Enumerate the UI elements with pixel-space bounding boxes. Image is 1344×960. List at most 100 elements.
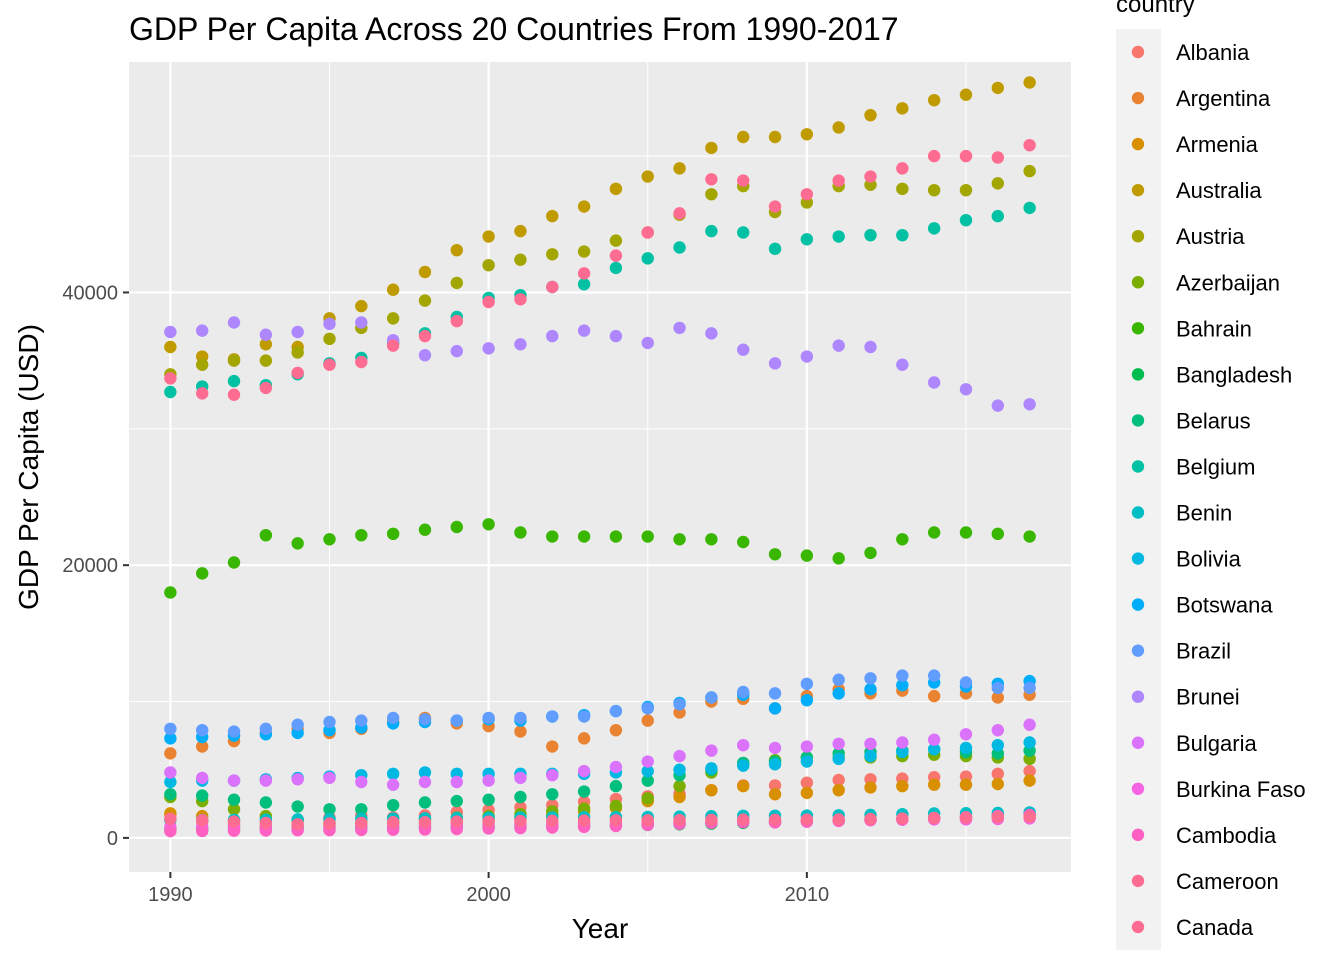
- data-point: [896, 745, 909, 759]
- data-point: [609, 704, 623, 718]
- legend-key: [1131, 920, 1145, 934]
- data-point: [418, 329, 432, 343]
- data-point: [800, 755, 814, 768]
- data-point: [227, 774, 241, 787]
- data-point: [896, 812, 909, 825]
- data-point: [164, 747, 177, 760]
- data-point: [959, 88, 973, 101]
- data-point: [1023, 138, 1036, 152]
- data-point: [386, 312, 400, 325]
- data-point: [991, 777, 1005, 791]
- data-point: [800, 188, 814, 201]
- legend-label: Argentina: [1176, 86, 1271, 111]
- data-point: [546, 530, 559, 543]
- legend: country Albania Argentina Armenia Australia…: [1116, 0, 1306, 950]
- legend-key: [1131, 460, 1145, 473]
- data-point: [323, 358, 336, 371]
- y-tick-label: 20000: [62, 555, 118, 577]
- data-point: [323, 332, 336, 346]
- data-point: [577, 710, 591, 723]
- data-point: [323, 771, 336, 785]
- data-point: [291, 537, 304, 550]
- data-point: [546, 329, 559, 343]
- data-point: [832, 552, 845, 565]
- legend-label: Canada: [1176, 915, 1254, 940]
- data-point: [737, 738, 750, 752]
- data-point: [641, 714, 654, 727]
- data-point: [164, 775, 177, 789]
- legend-key: [1131, 91, 1145, 105]
- data-point: [800, 776, 814, 789]
- data-point: [577, 802, 591, 815]
- data-point: [418, 348, 432, 362]
- data-point: [546, 814, 559, 828]
- data-point: [227, 793, 241, 806]
- data-point: [577, 530, 591, 543]
- data-point: [482, 711, 495, 725]
- x-tick-label: 2010: [785, 884, 830, 906]
- data-point: [355, 816, 368, 830]
- legend-key: [1131, 644, 1145, 657]
- data-point: [832, 687, 845, 700]
- data-point: [577, 278, 591, 291]
- data-point: [323, 817, 336, 830]
- data-point: [896, 102, 909, 115]
- legend-key: [1131, 368, 1145, 381]
- data-point: [864, 108, 877, 122]
- data-point: [609, 799, 623, 813]
- data-point: [864, 781, 877, 794]
- legend-label: Bolivia: [1176, 547, 1242, 572]
- legend-label: Belgium: [1176, 454, 1255, 479]
- legend-label: Armenia: [1176, 132, 1259, 157]
- data-point: [673, 241, 686, 254]
- legend-key: [1131, 598, 1145, 611]
- data-point: [705, 762, 718, 775]
- data-point: [291, 718, 304, 731]
- data-point: [896, 162, 909, 175]
- chart-title: GDP Per Capita Across 20 Countries From …: [129, 11, 899, 47]
- plot-panel: [129, 62, 1071, 872]
- data-point: [195, 789, 209, 802]
- data-point: [927, 778, 941, 791]
- data-point: [577, 200, 591, 213]
- data-point: [1023, 736, 1036, 749]
- data-point: [291, 366, 304, 380]
- data-point: [514, 771, 527, 785]
- data-point: [800, 786, 814, 800]
- data-point: [864, 737, 877, 751]
- data-point: [482, 230, 495, 243]
- data-point: [705, 533, 718, 546]
- legend-label: Botswana: [1176, 593, 1273, 618]
- data-point: [577, 814, 591, 827]
- data-point: [195, 324, 209, 337]
- data-point: [737, 130, 750, 144]
- y-tick-label: 40000: [62, 282, 118, 304]
- data-point: [737, 813, 750, 826]
- data-point: [991, 151, 1005, 164]
- data-point: [609, 723, 623, 737]
- legend-label: Australia: [1176, 178, 1262, 203]
- data-point: [609, 234, 623, 247]
- legend-label: Brazil: [1176, 639, 1231, 664]
- y-tick-label: 0: [107, 828, 118, 850]
- data-point: [514, 224, 527, 238]
- data-point: [864, 812, 877, 826]
- data-point: [800, 233, 814, 246]
- data-point: [737, 779, 750, 793]
- data-point: [673, 207, 686, 220]
- data-point: [705, 224, 718, 238]
- data-point: [927, 222, 941, 235]
- data-point: [164, 372, 177, 385]
- data-point: [641, 336, 654, 350]
- data-point: [227, 824, 241, 837]
- data-point: [1023, 164, 1036, 178]
- data-point: [418, 796, 432, 809]
- data-point: [291, 325, 304, 339]
- data-point: [514, 253, 527, 266]
- data-point: [991, 177, 1005, 190]
- data-point: [164, 586, 177, 599]
- data-point: [832, 813, 845, 826]
- data-point: [514, 711, 527, 725]
- data-point: [195, 358, 209, 371]
- data-point: [355, 775, 368, 789]
